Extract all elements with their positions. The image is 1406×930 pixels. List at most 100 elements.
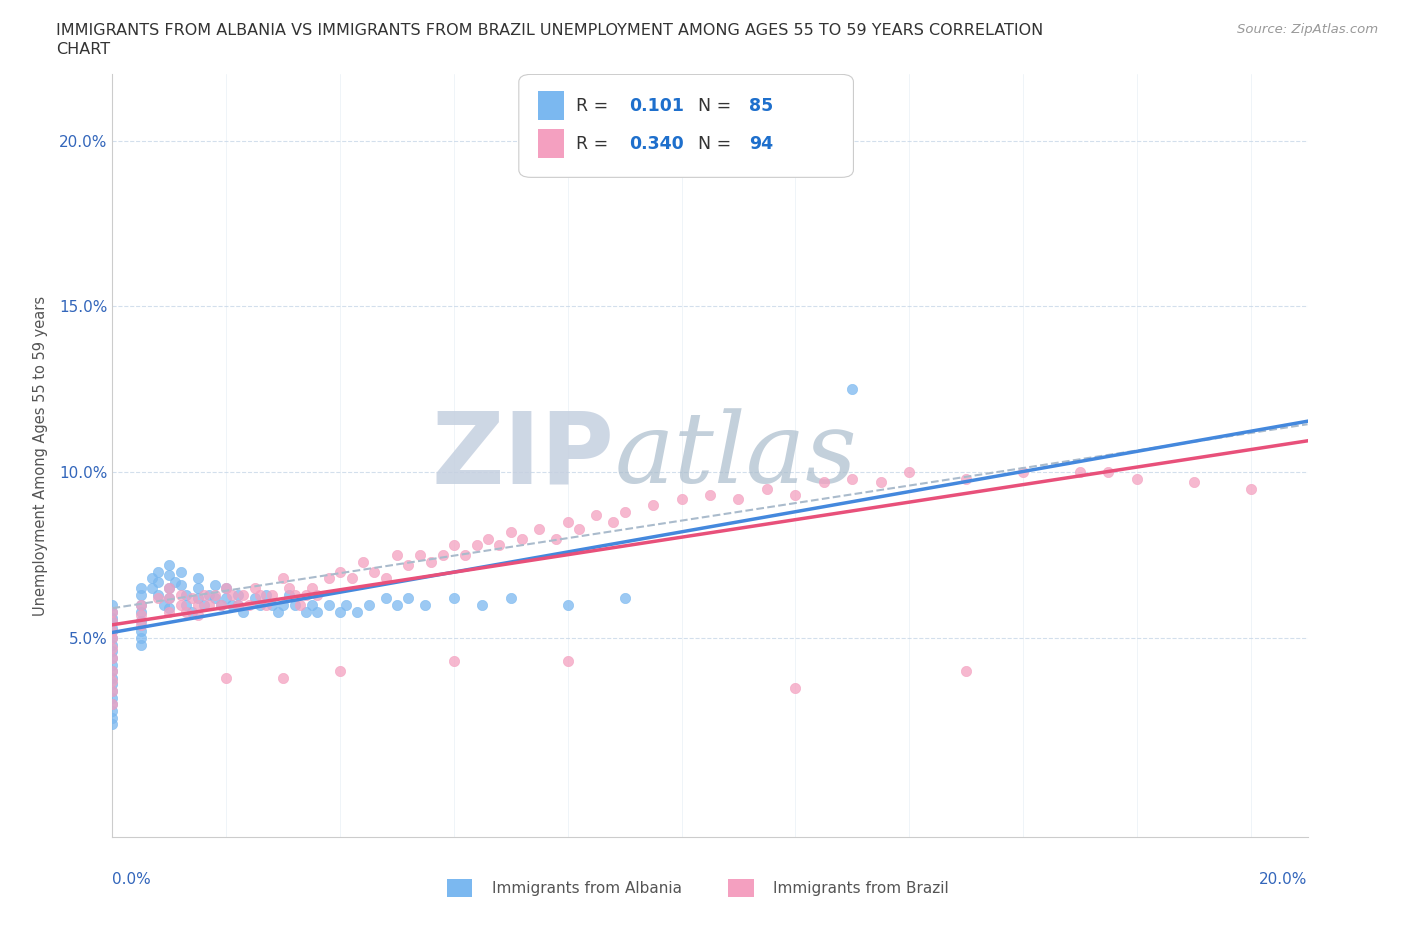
Text: atlas: atlas	[614, 408, 858, 503]
Text: R =: R =	[576, 135, 609, 153]
Point	[146, 588, 169, 603]
Point	[157, 601, 180, 616]
Point	[193, 597, 215, 612]
Point	[170, 565, 193, 579]
Point	[432, 548, 454, 563]
Point	[101, 704, 124, 719]
Point	[101, 644, 124, 658]
Point	[374, 591, 396, 605]
Point	[699, 488, 721, 503]
Point	[1126, 472, 1149, 486]
Point	[249, 597, 271, 612]
Point	[170, 597, 193, 612]
Text: 85: 85	[749, 97, 773, 114]
Point	[157, 591, 180, 605]
Point	[385, 548, 408, 563]
Point	[129, 607, 152, 622]
Point	[101, 690, 124, 705]
Point	[260, 597, 283, 612]
Point	[101, 664, 124, 679]
Point	[157, 591, 180, 605]
Text: R =: R =	[576, 97, 609, 114]
Point	[898, 465, 921, 480]
Point	[198, 597, 221, 612]
Point	[363, 565, 385, 579]
Point	[785, 681, 807, 696]
Point	[727, 491, 749, 506]
Point	[346, 604, 368, 619]
Point	[785, 488, 807, 503]
Point	[157, 581, 180, 596]
Point	[101, 637, 124, 652]
Text: CHART: CHART	[56, 42, 110, 57]
Point	[129, 618, 152, 632]
Point	[374, 571, 396, 586]
Point	[101, 650, 124, 665]
Point	[232, 588, 254, 603]
Point	[101, 614, 124, 629]
Y-axis label: Unemployment Among Ages 55 to 59 years: Unemployment Among Ages 55 to 59 years	[34, 296, 48, 616]
Point	[146, 574, 169, 589]
Point	[499, 525, 522, 539]
Point	[101, 673, 124, 688]
Point	[101, 684, 124, 698]
Point	[215, 591, 238, 605]
Point	[232, 604, 254, 619]
Text: Immigrants from Albania: Immigrants from Albania	[492, 881, 682, 896]
Point	[204, 591, 226, 605]
Point	[226, 597, 249, 612]
Point	[209, 597, 232, 612]
Point	[101, 611, 124, 626]
Point	[329, 664, 352, 679]
Text: 0.340: 0.340	[628, 135, 683, 153]
Point	[955, 664, 977, 679]
Point	[1240, 482, 1263, 497]
Point	[271, 597, 294, 612]
Point	[284, 597, 307, 612]
Text: ZIP: ZIP	[432, 407, 614, 504]
Point	[546, 531, 568, 546]
Point	[357, 597, 380, 612]
Point	[101, 717, 124, 732]
Point	[141, 571, 163, 586]
Point	[557, 597, 579, 612]
Point	[277, 581, 299, 596]
Point	[318, 571, 340, 586]
Point	[101, 658, 124, 672]
Point	[249, 588, 271, 603]
Point	[243, 591, 266, 605]
Point	[301, 581, 323, 596]
Point	[813, 475, 835, 490]
Point	[204, 578, 226, 592]
Point	[187, 597, 209, 612]
Point	[101, 697, 124, 711]
Text: 94: 94	[749, 135, 773, 153]
Point	[204, 588, 226, 603]
Point	[165, 574, 187, 589]
Point	[101, 604, 124, 619]
Point	[101, 677, 124, 692]
Point	[146, 565, 169, 579]
Point	[146, 591, 169, 605]
Point	[170, 588, 193, 603]
Point	[187, 581, 209, 596]
Point	[129, 597, 152, 612]
Point	[585, 508, 607, 523]
Point	[671, 491, 693, 506]
Point	[187, 571, 209, 586]
Point	[1097, 465, 1119, 480]
Text: N =: N =	[699, 97, 731, 114]
Point	[271, 671, 294, 685]
Point	[643, 498, 665, 512]
Point	[226, 588, 249, 603]
Point	[101, 620, 124, 635]
Point	[415, 597, 437, 612]
Point	[465, 538, 488, 552]
Point	[141, 581, 163, 596]
Point	[499, 591, 522, 605]
Point	[101, 650, 124, 665]
Point	[101, 631, 124, 645]
Point	[955, 472, 977, 486]
Point	[266, 604, 288, 619]
Point	[301, 597, 323, 612]
